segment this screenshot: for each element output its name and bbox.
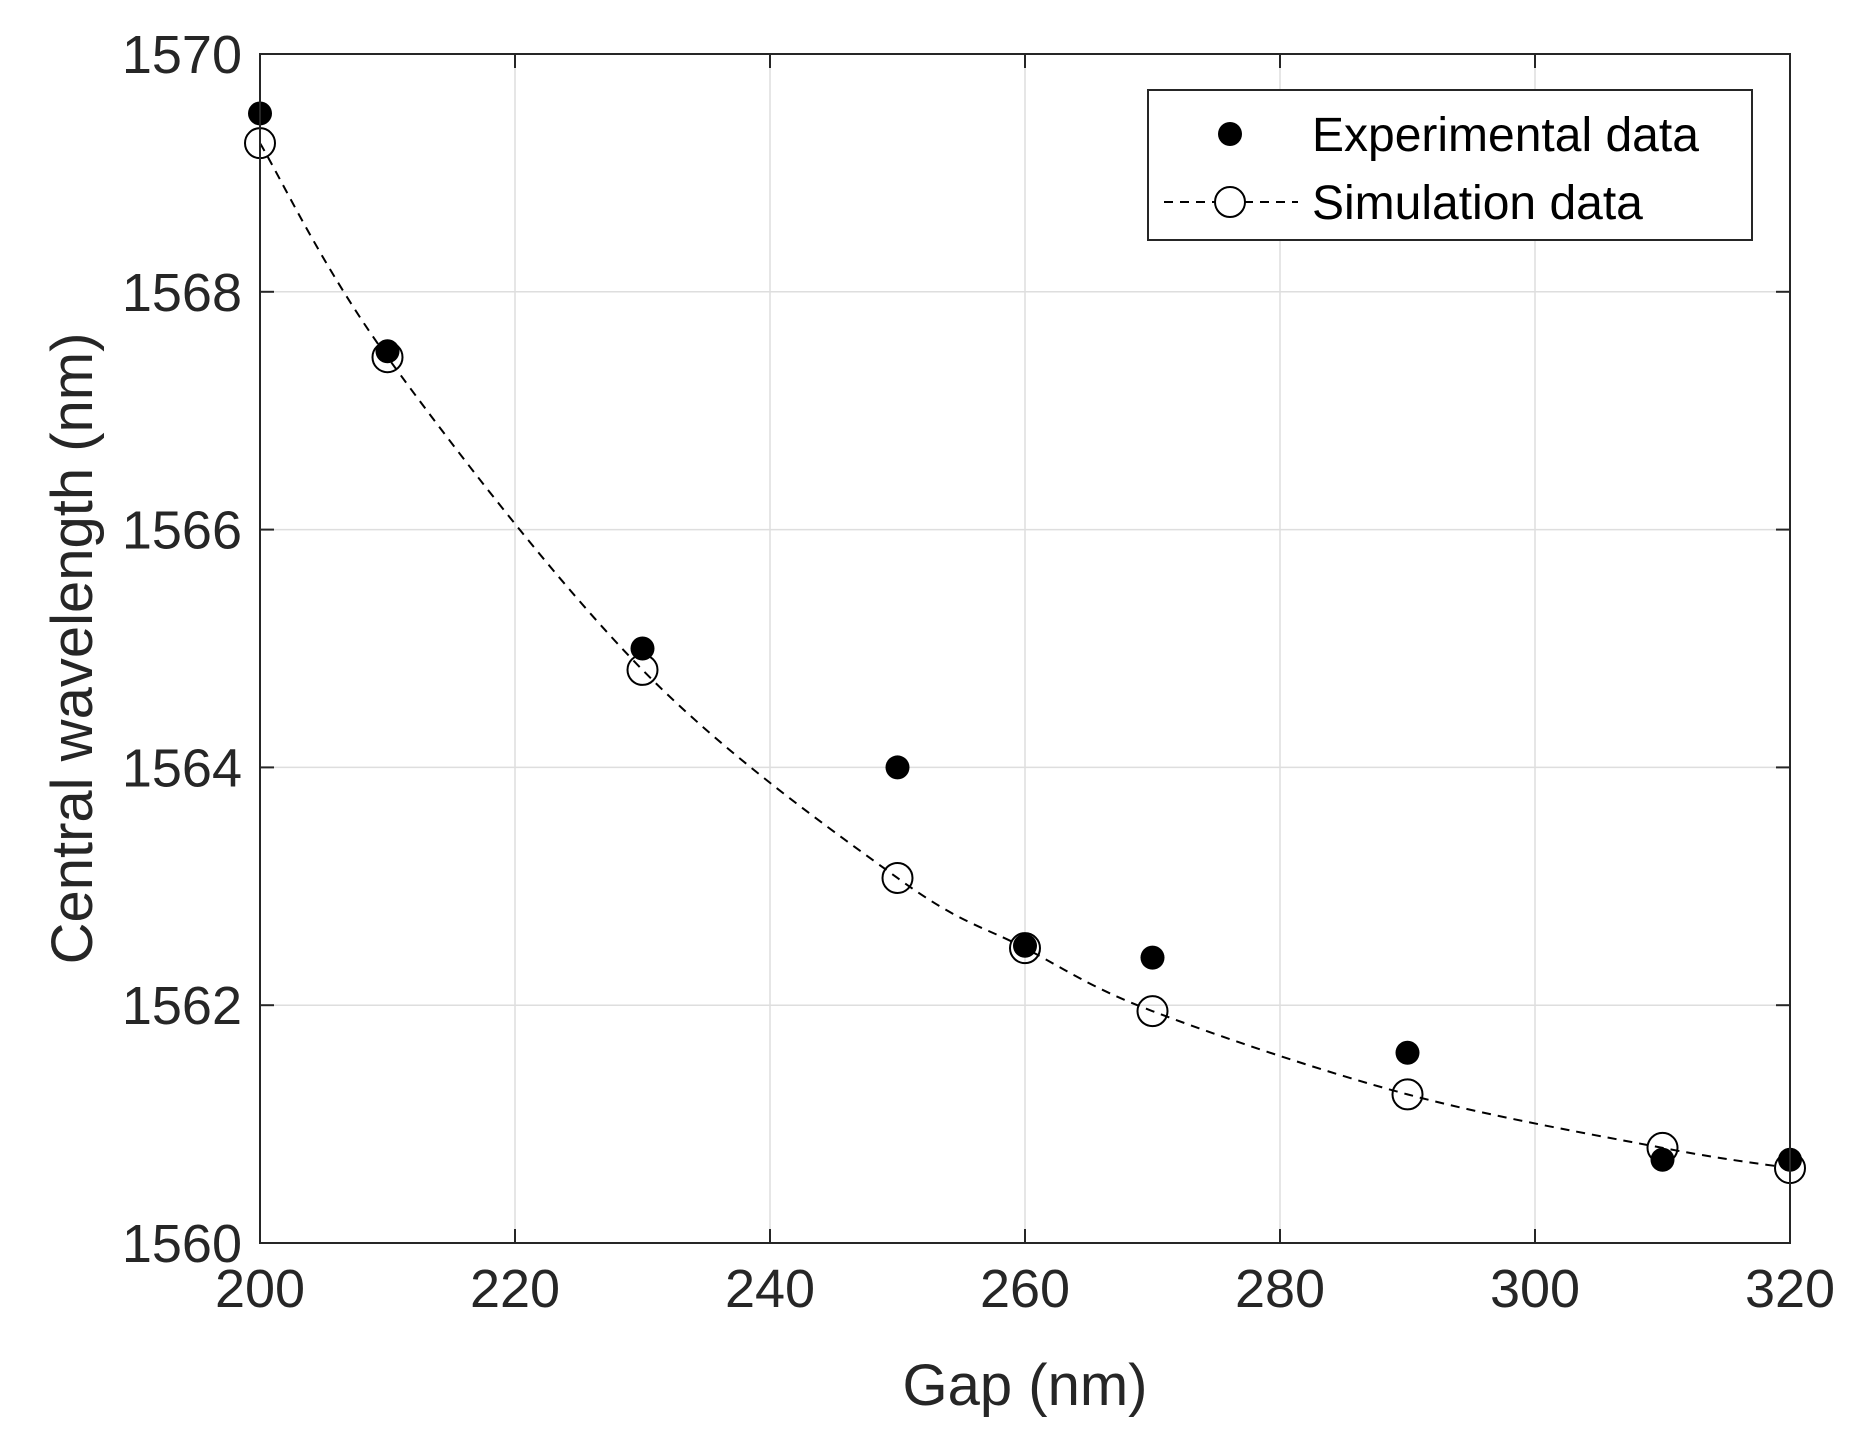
simulation-point [1136,995,1169,1028]
y-tick-label: 1564 [122,738,242,798]
x-tick-label: 200 [215,1259,305,1319]
y-axis-label: Central wavelength (nm) [40,333,105,965]
ticks: 200 220 240 260 280 300 320 1560 1562 1564 1566 156… [122,25,1835,1319]
x-tick-label: 260 [980,1259,1070,1319]
experimental-point [1140,945,1165,970]
legend-experimental-marker [1218,122,1242,146]
legend-experimental-label: Experimental data [1312,109,1699,162]
experimental-point [1650,1147,1675,1172]
y-tick-label: 1566 [122,501,242,561]
y-tick-label: 1562 [122,976,242,1036]
y-tick-label: 1560 [122,1214,242,1274]
legend-simulation-label: Simulation data [1312,177,1643,230]
legend-box [1147,89,1753,241]
simulation-point [1391,1078,1424,1111]
x-tick-label: 220 [470,1259,560,1319]
grid [260,54,1790,1243]
x-tick-label: 300 [1490,1259,1580,1319]
simulation-point [881,861,914,894]
legend: Experimental data Simulation data [1147,89,1753,241]
experimental-point [375,339,400,364]
simulation-point [626,653,659,686]
simulation-point [1009,932,1041,965]
x-tick-label: 320 [1745,1259,1835,1319]
y-tick-label: 1570 [122,25,242,85]
simulation-series-line [259,142,1791,1170]
experimental-point [630,636,655,661]
x-tick-label: 280 [1235,1259,1325,1319]
experimental-point [1395,1040,1420,1065]
x-axis-label: Gap (nm) [903,1353,1148,1418]
x-tick-label: 240 [725,1259,815,1319]
simulation-point [371,341,404,374]
simulation-point [1646,1131,1679,1164]
experimental-point [1013,933,1037,958]
legend-simulation-marker [1214,186,1246,218]
experimental-point [885,755,910,780]
y-tick-label: 1568 [122,263,242,323]
